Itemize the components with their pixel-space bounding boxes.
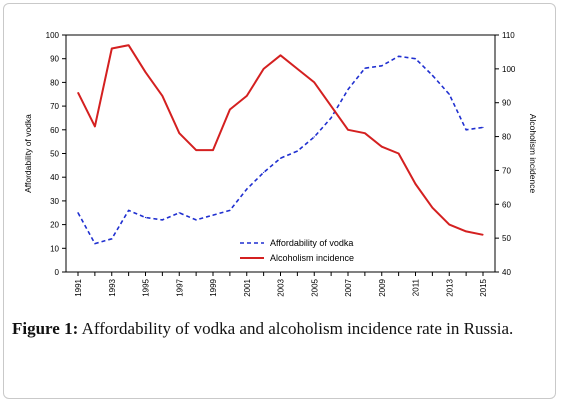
y-right-tick-label: 80 [502, 133, 511, 142]
data-point [482, 234, 484, 236]
figure-caption: Figure 1: Affordability of vodka and alc… [12, 318, 547, 340]
x-tick-label: 2003 [277, 278, 286, 296]
data-point [161, 219, 163, 221]
data-point [482, 126, 484, 129]
y-left-axis-title: Affordability of vodka [23, 114, 33, 193]
y-left-tick-label: 60 [50, 126, 59, 135]
data-point [178, 132, 180, 134]
data-point [347, 129, 349, 131]
series-line-alcoholism [77, 44, 484, 236]
x-tick-label: 1997 [175, 278, 184, 296]
data-point [229, 209, 231, 211]
caption-label: Figure 1: [12, 319, 79, 338]
data-point [347, 88, 349, 91]
x-tick-label: 2007 [344, 278, 353, 296]
data-point [279, 54, 282, 56]
y-right-tick-label: 40 [502, 268, 511, 277]
data-point [246, 188, 248, 190]
data-point [364, 132, 366, 134]
data-point [296, 150, 298, 152]
y-right-tick-label: 50 [502, 234, 511, 243]
x-tick-label: 1991 [74, 278, 83, 296]
y-left-tick-label: 0 [55, 268, 60, 277]
data-point [330, 105, 332, 107]
data-point [431, 74, 433, 76]
x-tick-label: 2001 [243, 278, 252, 296]
data-point [128, 209, 130, 211]
data-point [229, 108, 231, 111]
y-right-tick-label: 60 [502, 200, 511, 209]
data-point [246, 95, 248, 97]
data-point [364, 67, 366, 69]
y-right-tick-label: 100 [502, 65, 516, 74]
data-point [77, 91, 79, 94]
data-point [448, 224, 450, 226]
data-point [178, 212, 180, 214]
data-point [111, 238, 113, 240]
series-line-affordability [77, 55, 484, 245]
data-point [263, 68, 265, 70]
data-point [111, 47, 113, 50]
y-right-tick-label: 90 [502, 99, 511, 108]
y-left-tick-label: 40 [50, 173, 59, 182]
data-point [313, 136, 315, 138]
data-point [465, 230, 467, 232]
data-point [195, 219, 197, 221]
data-point [263, 171, 265, 174]
legend-label: Alcoholism incidence [270, 253, 354, 263]
data-point [128, 44, 130, 46]
x-tick-label: 2009 [378, 278, 387, 296]
y-right-tick-label: 70 [502, 166, 511, 175]
data-point [212, 149, 214, 151]
data-point [381, 65, 383, 67]
y-right-tick-label: 110 [502, 31, 515, 40]
caption-text: Affordability of vodka and alcoholism in… [81, 319, 514, 338]
data-point [212, 214, 214, 216]
x-tick-label: 1993 [108, 278, 117, 296]
legend-label: Affordability of vodka [270, 238, 353, 248]
data-point [414, 183, 417, 185]
data-point [414, 58, 417, 60]
y-left-tick-label: 90 [50, 55, 59, 64]
data-point [313, 81, 315, 83]
data-point [330, 117, 332, 119]
y-left-tick-label: 30 [50, 197, 59, 206]
x-tick-label: 2005 [310, 278, 319, 296]
x-tick-label: 2013 [445, 278, 454, 296]
y-right-axis-title: Alcoholism incidence [528, 114, 538, 194]
data-point [448, 93, 450, 95]
data-point [144, 71, 147, 73]
y-left-tick-label: 20 [50, 221, 59, 230]
y-left-tick-label: 80 [50, 78, 59, 87]
data-point [398, 55, 400, 57]
x-tick-label: 2011 [412, 278, 421, 296]
x-tick-label: 1995 [142, 278, 151, 296]
y-left-tick-label: 100 [46, 31, 60, 40]
figure-frame [3, 3, 556, 399]
data-point [77, 212, 79, 214]
y-left-tick-label: 70 [50, 102, 59, 111]
data-point [381, 146, 383, 148]
data-point [296, 68, 298, 70]
data-point [144, 216, 147, 219]
data-point [94, 242, 96, 245]
data-point [398, 152, 400, 155]
data-point [94, 125, 96, 128]
data-point [431, 207, 433, 209]
plot-area [65, 34, 496, 273]
data-point [161, 95, 163, 97]
data-point [195, 149, 197, 151]
x-tick-label: 1999 [209, 278, 218, 296]
y-left-tick-label: 50 [50, 150, 59, 159]
y-left-tick-label: 10 [50, 244, 59, 253]
x-tick-label: 2015 [479, 278, 488, 296]
chart: 0 10 20 30 40 50 60 70 80 90 100 40 50 60 70 80 90 100 110… [23, 31, 538, 297]
data-point [279, 157, 282, 159]
data-point [465, 129, 467, 131]
